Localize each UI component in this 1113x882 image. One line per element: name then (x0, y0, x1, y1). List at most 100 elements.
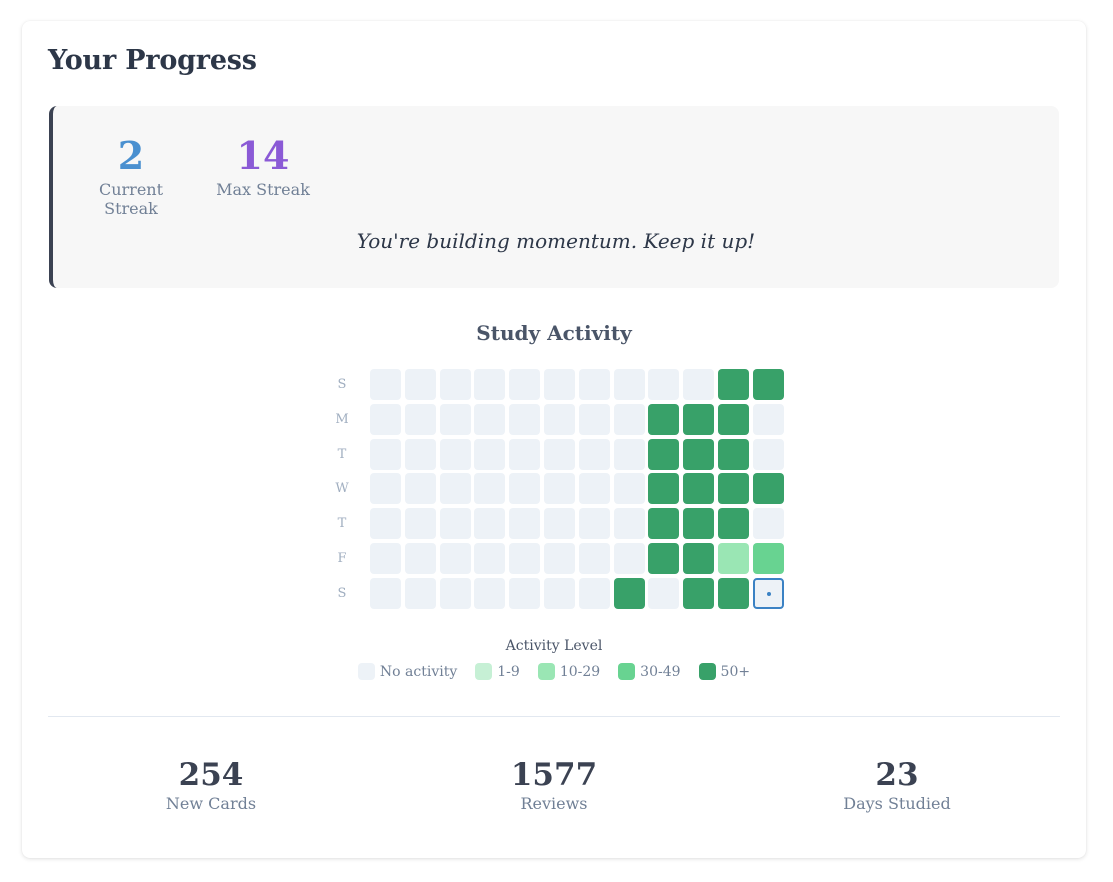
heatmap-cell[interactable] (439, 438, 471, 470)
heatmap-cell[interactable] (648, 508, 680, 540)
heatmap-cell[interactable] (718, 508, 749, 540)
heatmap-cell[interactable] (370, 438, 401, 470)
heatmap-cell[interactable] (404, 438, 436, 470)
heatmap-cell[interactable] (752, 438, 784, 470)
legend-item: 10-29 (537, 663, 601, 680)
heatmap-cell[interactable] (578, 473, 610, 505)
heatmap-cell[interactable] (474, 577, 506, 609)
heatmap-cell[interactable] (752, 403, 784, 435)
legend-label: 10-29 (559, 663, 601, 680)
new-cards-stat: 254 New Cards (111, 756, 311, 813)
heatmap-cell[interactable] (683, 369, 715, 400)
heatmap-cell[interactable] (648, 438, 680, 470)
legend-item: 30-49 (618, 663, 681, 680)
heatmap-cell[interactable] (544, 577, 575, 609)
heatmap-cell[interactable] (439, 543, 471, 574)
heatmap-cell[interactable] (648, 577, 680, 609)
heatmap-cell[interactable] (718, 438, 749, 470)
heatmap-cell[interactable] (404, 369, 436, 400)
heatmap-cell[interactable] (370, 508, 401, 540)
heatmap-cell[interactable] (613, 577, 645, 609)
heatmap-cell[interactable] (718, 403, 749, 435)
heatmap-cell[interactable] (370, 543, 401, 574)
max-streak-label: Max Streak (216, 180, 310, 199)
current-streak-label: Current Streak (98, 180, 164, 218)
heatmap-cell[interactable] (578, 543, 610, 574)
heatmap-cell[interactable] (439, 369, 471, 400)
heatmap-cell[interactable] (683, 543, 715, 574)
heatmap-cell[interactable] (752, 508, 784, 540)
heatmap-cell[interactable] (544, 473, 575, 505)
heatmap-cell[interactable] (648, 473, 680, 505)
heatmap-cell[interactable] (439, 403, 471, 435)
heatmap-cell[interactable] (404, 473, 436, 505)
heatmap-cell[interactable] (752, 543, 784, 574)
heatmap-cell[interactable] (578, 369, 610, 400)
heatmap-cell[interactable] (613, 543, 645, 574)
heatmap-cell[interactable] (404, 403, 436, 435)
heatmap-cell[interactable] (718, 543, 749, 574)
day-label: T (337, 446, 347, 462)
heatmap-cell[interactable] (613, 369, 645, 400)
heatmap-cell[interactable] (544, 369, 575, 400)
days-studied-label: Days Studied (843, 794, 951, 813)
heatmap-cell[interactable] (370, 473, 401, 505)
activity-legend: No activity 1-9 10-29 30-49 50+ (22, 663, 1086, 680)
heatmap-cell[interactable] (404, 543, 436, 574)
heatmap-cell[interactable] (752, 369, 784, 400)
heatmap-cell[interactable] (439, 577, 471, 609)
heatmap-cell[interactable] (683, 473, 715, 505)
heatmap-cell[interactable] (648, 543, 680, 574)
heatmap-cell-today[interactable] (752, 577, 784, 609)
heatmap-cell[interactable] (578, 577, 610, 609)
current-streak-value: 2 (117, 133, 145, 178)
heatmap-cell[interactable] (509, 543, 541, 574)
heatmap-cell[interactable] (718, 577, 749, 609)
heatmap-cell[interactable] (474, 508, 506, 540)
heatmap-cell[interactable] (544, 438, 575, 470)
heatmap-cell[interactable] (509, 577, 541, 609)
heatmap-cell[interactable] (648, 403, 680, 435)
heatmap-cell[interactable] (683, 577, 715, 609)
heatmap-cell[interactable] (474, 473, 506, 505)
heatmap-cell[interactable] (474, 403, 506, 435)
heatmap-cell[interactable] (752, 473, 784, 505)
heatmap-cell[interactable] (578, 403, 610, 435)
page-title: Your Progress (48, 45, 257, 76)
heatmap-cell[interactable] (439, 508, 471, 540)
heatmap-cell[interactable] (474, 369, 506, 400)
heatmap-cell[interactable] (613, 438, 645, 470)
day-label: W (335, 481, 349, 497)
heatmap-cell[interactable] (370, 577, 401, 609)
heatmap-cell[interactable] (509, 438, 541, 470)
heatmap-cell[interactable] (718, 473, 749, 505)
heatmap-cell[interactable] (370, 403, 401, 435)
heatmap-cell[interactable] (474, 438, 506, 470)
day-label: S (337, 585, 347, 601)
max-streak-value: 14 (236, 133, 290, 178)
heatmap-cell[interactable] (578, 438, 610, 470)
heatmap-cell[interactable] (509, 403, 541, 435)
today-marker-icon (766, 591, 771, 596)
heatmap-cell[interactable] (683, 403, 715, 435)
heatmap-cell[interactable] (683, 508, 715, 540)
legend-item: 1-9 (475, 663, 520, 680)
heatmap-cell[interactable] (613, 508, 645, 540)
heatmap-cell[interactable] (648, 369, 680, 400)
heatmap-cell[interactable] (613, 403, 645, 435)
heatmap-cell[interactable] (404, 508, 436, 540)
heatmap-cell[interactable] (683, 438, 715, 470)
heatmap-cell[interactable] (544, 543, 575, 574)
heatmap-cell[interactable] (544, 403, 575, 435)
heatmap-cell[interactable] (613, 473, 645, 505)
heatmap-cell[interactable] (544, 508, 575, 540)
heatmap-cell[interactable] (370, 369, 401, 400)
heatmap-cell[interactable] (474, 543, 506, 574)
heatmap-cell[interactable] (718, 369, 749, 400)
heatmap-cell[interactable] (578, 508, 610, 540)
heatmap-cell[interactable] (404, 577, 436, 609)
heatmap-cell[interactable] (509, 369, 541, 400)
heatmap-cell[interactable] (509, 473, 541, 505)
heatmap-cell[interactable] (509, 508, 541, 540)
heatmap-cell[interactable] (439, 473, 471, 505)
